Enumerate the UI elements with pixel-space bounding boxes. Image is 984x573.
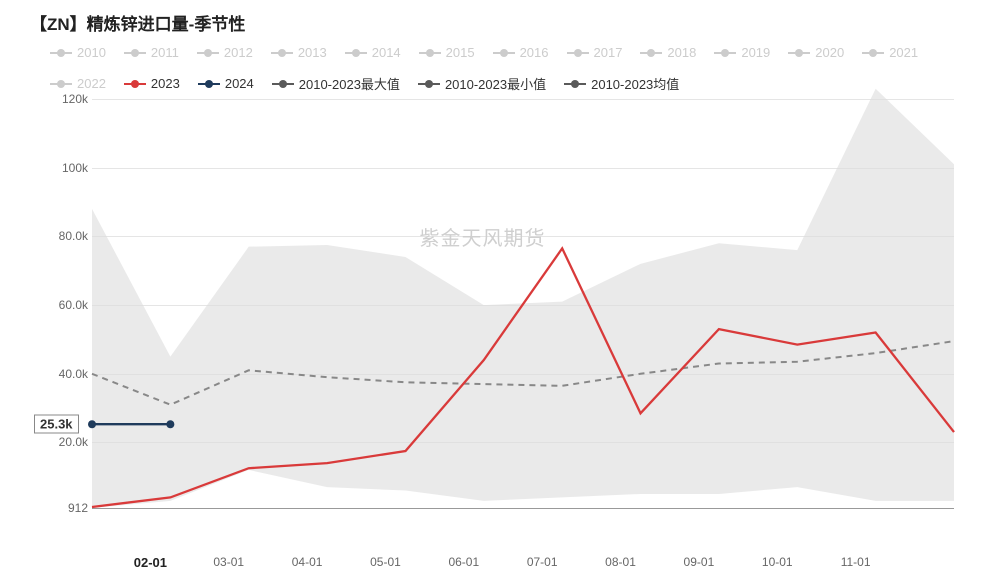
legend-label: 2023 bbox=[151, 76, 180, 91]
legend-marker-icon bbox=[419, 47, 441, 59]
x-tick-label: 11-01 bbox=[841, 555, 871, 569]
chart-legend: 2010 2011 2012 2013 2014 2015 2016 2017 2018 2019… bbox=[50, 45, 964, 93]
y-tick-label: 100k bbox=[62, 161, 88, 175]
y-tick-label: 120k bbox=[62, 92, 88, 106]
legend-marker-icon bbox=[197, 47, 219, 59]
legend-marker-icon bbox=[640, 47, 662, 59]
legend-item-2014[interactable]: 2014 bbox=[345, 45, 401, 60]
y-tick-label: 912 bbox=[68, 501, 88, 515]
legend-label: 2015 bbox=[446, 45, 475, 60]
x-tick-label: 02-01 bbox=[134, 555, 167, 570]
legend-marker-icon bbox=[714, 47, 736, 59]
legend-item-2015[interactable]: 2015 bbox=[419, 45, 475, 60]
x-axis: 02-01 03-01 04-01 05-01 06-01 07-01 08-01 09-01… bbox=[72, 549, 974, 573]
x-tick-label: 03-01 bbox=[213, 555, 244, 569]
legend-label: 2010 bbox=[77, 45, 106, 60]
min-max-band bbox=[92, 89, 954, 508]
legend-marker-icon bbox=[124, 47, 146, 59]
legend-item-mean[interactable]: 2010-2023均值 bbox=[564, 74, 679, 93]
legend-item-2018[interactable]: 2018 bbox=[640, 45, 696, 60]
legend-marker-icon bbox=[493, 47, 515, 59]
legend-label: 2016 bbox=[520, 45, 549, 60]
legend-marker-icon bbox=[271, 47, 293, 59]
legend-label: 2018 bbox=[667, 45, 696, 60]
legend-marker-icon bbox=[788, 47, 810, 59]
legend-marker-icon bbox=[564, 78, 586, 90]
legend-marker-icon bbox=[50, 78, 72, 90]
legend-label: 2012 bbox=[224, 45, 253, 60]
legend-marker-icon bbox=[50, 47, 72, 59]
x-tick-label: 05-01 bbox=[370, 555, 401, 569]
legend-label: 2010-2023最小值 bbox=[445, 74, 546, 93]
legend-item-2019[interactable]: 2019 bbox=[714, 45, 770, 60]
y-tick-label: 80.0k bbox=[59, 229, 88, 243]
legend-label: 2010-2023均值 bbox=[591, 74, 679, 93]
legend-item-2017[interactable]: 2017 bbox=[567, 45, 623, 60]
chart-container: 【ZN】精炼锌进口量-季节性 2010201120122013201420152… bbox=[0, 0, 984, 573]
legend-label: 2013 bbox=[298, 45, 327, 60]
legend-label: 2010-2023最大值 bbox=[299, 74, 400, 93]
legend-marker-icon bbox=[272, 78, 294, 90]
legend-marker-icon bbox=[567, 47, 589, 59]
legend-item-2020[interactable]: 2020 bbox=[788, 45, 844, 60]
legend-label: 2011 bbox=[151, 45, 179, 60]
legend-item-min[interactable]: 2010-2023最小值 bbox=[418, 74, 546, 93]
x-tick-label: 06-01 bbox=[448, 555, 479, 569]
legend-label: 2024 bbox=[225, 76, 254, 91]
y-tick-label: 60.0k bbox=[59, 298, 88, 312]
legend-item-2013[interactable]: 2013 bbox=[271, 45, 327, 60]
legend-item-2012[interactable]: 2012 bbox=[197, 45, 253, 60]
value-badge: 25.3k bbox=[34, 415, 79, 434]
y-tick-label: 20.0k bbox=[59, 435, 88, 449]
legend-label: 2020 bbox=[815, 45, 844, 60]
legend-label: 2019 bbox=[741, 45, 770, 60]
series-2024-marker bbox=[166, 420, 174, 428]
legend-marker-icon bbox=[198, 78, 220, 90]
y-axis: 91220.0k40.0k60.0k80.0k100k120k bbox=[40, 99, 88, 508]
legend-marker-icon bbox=[418, 78, 440, 90]
series-2024-marker bbox=[88, 420, 96, 428]
legend-label: 2014 bbox=[372, 45, 401, 60]
legend-item-2024[interactable]: 2024 bbox=[198, 74, 254, 93]
legend-item-2011[interactable]: 2011 bbox=[124, 45, 179, 60]
legend-item-max[interactable]: 2010-2023最大值 bbox=[272, 74, 400, 93]
legend-label: 2021 bbox=[889, 45, 918, 60]
x-tick-label: 07-01 bbox=[527, 555, 558, 569]
x-tick-label: 09-01 bbox=[684, 555, 715, 569]
legend-item-2016[interactable]: 2016 bbox=[493, 45, 549, 60]
x-tick-label: 04-01 bbox=[292, 555, 323, 569]
legend-marker-icon bbox=[124, 78, 146, 90]
plot-svg bbox=[92, 99, 954, 508]
legend-marker-icon bbox=[862, 47, 884, 59]
plot-area: 紫金天风期货 91220.0k40.0k60.0k80.0k100k120k 2… bbox=[92, 99, 954, 509]
y-tick-label: 40.0k bbox=[59, 367, 88, 381]
chart-title: 【ZN】精炼锌进口量-季节性 bbox=[30, 10, 964, 35]
legend-label: 2022 bbox=[77, 76, 106, 91]
legend-marker-icon bbox=[345, 47, 367, 59]
legend-item-2023[interactable]: 2023 bbox=[124, 74, 180, 93]
legend-label: 2017 bbox=[594, 45, 623, 60]
x-tick-label: 10-01 bbox=[762, 555, 793, 569]
x-tick-label: 08-01 bbox=[605, 555, 636, 569]
legend-item-2022[interactable]: 2022 bbox=[50, 74, 106, 93]
legend-item-2010[interactable]: 2010 bbox=[50, 45, 106, 60]
legend-item-2021[interactable]: 2021 bbox=[862, 45, 918, 60]
